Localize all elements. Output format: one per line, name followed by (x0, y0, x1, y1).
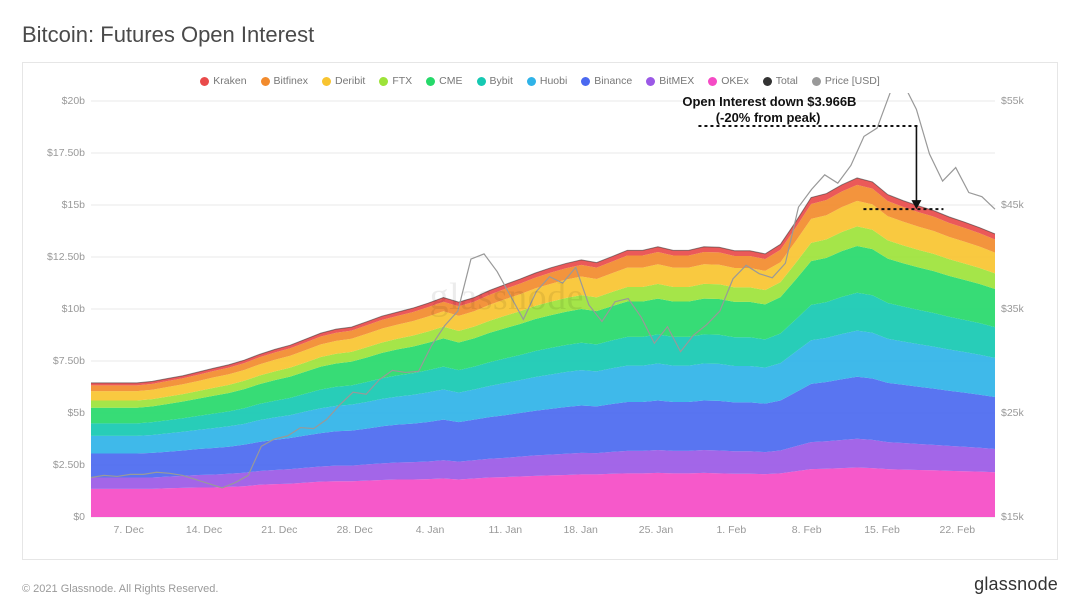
annot-text-2: (-20% from peak) (716, 110, 821, 125)
legend-item: Bitfinex (261, 75, 308, 87)
legend-item: Deribit (322, 75, 365, 87)
legend-label: BitMEX (659, 75, 694, 87)
plot-area: $0 $2.50b $5b $7.50b $10b $12.50b $15b $17.50b $… (41, 93, 1039, 541)
legend-label: FTX (392, 75, 412, 87)
watermark: glassnode (430, 276, 584, 318)
page-title: Bitcoin: Futures Open Interest (22, 22, 1058, 48)
copyright-text: © 2021 Glassnode. All Rights Reserved. (22, 583, 218, 595)
brand-logo: glassnode (974, 574, 1058, 595)
legend-item: Huobi (527, 75, 567, 87)
legend-item: Kraken (200, 75, 246, 87)
legend-label: Price [USD] (825, 75, 880, 87)
y-axis-label: $5b (67, 407, 85, 419)
y-axis-label: $20b (62, 95, 86, 107)
legend-swatch (581, 77, 590, 86)
legend-label: Total (776, 75, 798, 87)
x-axis-label: 22. Feb (940, 524, 976, 536)
x-axis-label: 21. Dec (261, 524, 297, 536)
chart-frame: Kraken Bitfinex Deribit FTX CME Bybit Huobi Bin… (22, 62, 1058, 560)
x-axis-label: 25. Jan (639, 524, 674, 536)
x-axis-label: 4. Jan (416, 524, 445, 536)
legend-item: Binance (581, 75, 632, 87)
y-axis-label: $17.50b (47, 147, 85, 159)
footer: © 2021 Glassnode. All Rights Reserved. g… (22, 574, 1058, 595)
legend-label: Huobi (540, 75, 567, 87)
annot-text-1: Open Interest down $3.966B (682, 94, 856, 109)
legend-swatch (322, 77, 331, 86)
x-axis-label: 1. Feb (716, 524, 746, 536)
y2-axis-label: $55k (1001, 95, 1025, 107)
legend-swatch (379, 77, 388, 86)
y2-axis-label: $25k (1001, 407, 1025, 419)
x-axis-label: 14. Dec (186, 524, 222, 536)
legend-item: Bybit (477, 75, 513, 87)
chart-svg: $0 $2.50b $5b $7.50b $10b $12.50b $15b $17.50b $… (41, 93, 1037, 541)
y-axis-label: $10b (62, 303, 86, 315)
legend-swatch (261, 77, 270, 86)
legend-swatch (426, 77, 435, 86)
x-axis-label: 8. Feb (792, 524, 822, 536)
legend-item: CME (426, 75, 462, 87)
legend-item: Total (763, 75, 798, 87)
x-axis-label: 15. Feb (864, 524, 900, 536)
y-axis-label: $2.50b (53, 459, 85, 471)
y2-axis-label: $35k (1001, 303, 1025, 315)
legend-label: Deribit (335, 75, 365, 87)
y-axis-label: $15b (62, 199, 86, 211)
y2-axis-label: $45k (1001, 199, 1025, 211)
y-axis-label: $7.50b (53, 355, 85, 367)
legend-label: Bybit (490, 75, 513, 87)
legend-swatch (477, 77, 486, 86)
y2-axis-label: $15k (1001, 511, 1025, 523)
x-axis-label: 7. Dec (113, 524, 143, 536)
legend: Kraken Bitfinex Deribit FTX CME Bybit Huobi Bin… (41, 75, 1039, 87)
legend-swatch (646, 77, 655, 86)
legend-item: OKEx (708, 75, 748, 87)
legend-item: BitMEX (646, 75, 694, 87)
x-axis-label: 28. Dec (337, 524, 373, 536)
legend-label: Kraken (213, 75, 246, 87)
legend-swatch (527, 77, 536, 86)
legend-label: OKEx (721, 75, 748, 87)
legend-swatch (812, 77, 821, 86)
legend-swatch (200, 77, 209, 86)
legend-label: Binance (594, 75, 632, 87)
legend-item: Price [USD] (812, 75, 880, 87)
x-axis-label: 11. Jan (488, 524, 522, 536)
y-axis-label: $12.50b (47, 251, 85, 263)
legend-swatch (708, 77, 717, 86)
y-axis-label: $0 (73, 511, 85, 523)
legend-label: CME (439, 75, 462, 87)
x-axis-label: 18. Jan (563, 524, 598, 536)
legend-swatch (763, 77, 772, 86)
legend-label: Bitfinex (274, 75, 308, 87)
legend-item: FTX (379, 75, 412, 87)
